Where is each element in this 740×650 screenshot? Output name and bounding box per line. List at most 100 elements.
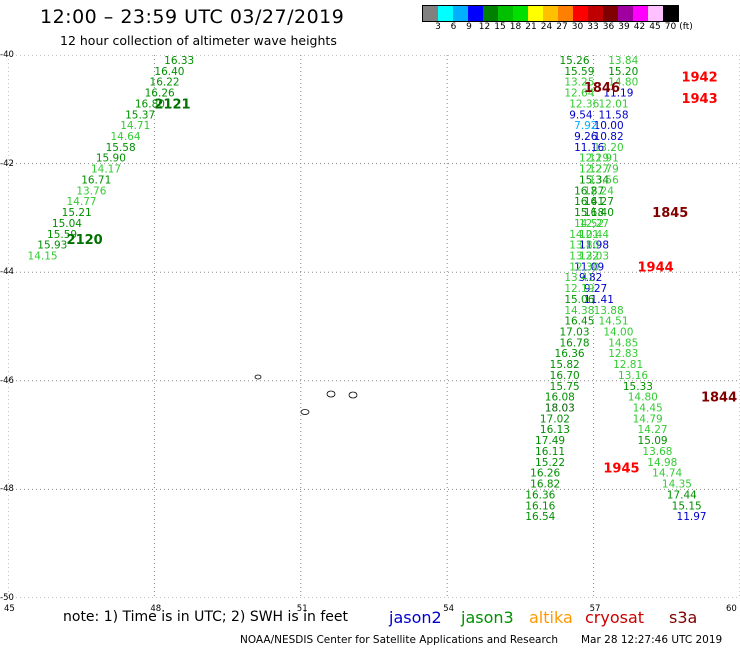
page-subtitle: 12 hour collection of altimeter wave hei… (60, 33, 337, 48)
legend-swatch (633, 6, 648, 21)
swh-observation: 16.08 (545, 392, 575, 404)
swh-observation: 11.16 (574, 142, 604, 154)
map-plot[interactable]: 16.33 16.40 16.22 16.26 16.80 15.37 14.71 14.64… (7, 54, 740, 599)
swh-observation: 16.26 (530, 468, 560, 480)
pass-time-label: 1846 (584, 81, 620, 96)
lat-tick-label: -44 (0, 267, 14, 278)
lat-tick-label: -50 (0, 593, 14, 603)
swh-observation: 13.25 (564, 77, 594, 89)
island-outline (348, 391, 358, 399)
swh-observation: 16.36 (555, 348, 585, 360)
swh-observation: 10.00 (594, 120, 624, 132)
swh-observation: 14.80 (628, 392, 658, 404)
swh-observation: 14.52 (574, 218, 604, 230)
swh-observation: 9.82 (579, 272, 602, 284)
legend-tick-label: 15 (494, 22, 506, 32)
swh-observation: 16.33 (164, 55, 194, 67)
swh-observation: 15.26 (559, 55, 589, 67)
swh-observation: 11.09 (574, 261, 604, 273)
swh-observation: 15.18 (574, 207, 604, 219)
lat-tick-label: -48 (0, 484, 14, 495)
swh-observation: 15.93 (37, 240, 67, 252)
swh-observation: 16.16 (525, 500, 555, 512)
legend-tick-label: 18 (509, 22, 522, 32)
island-outline (254, 374, 262, 380)
swh-observation: 11.98 (579, 240, 609, 252)
swh-observation: 16.11 (535, 446, 565, 458)
swh-observation: 16.40 (584, 207, 614, 219)
swh-observation: 14.77 (67, 196, 97, 208)
swh-observation: 14.17 (91, 164, 121, 176)
legend-tick-label: 36 (602, 22, 615, 32)
swh-observation: 16.22 (150, 77, 180, 89)
legend-swatch (618, 6, 633, 21)
pass-time-label: 2121 (154, 97, 190, 112)
swh-observation: 14.51 (598, 316, 628, 328)
credit-text: NOAA/NESDIS Center for Satellite Applica… (240, 634, 558, 646)
swh-observation: 10.82 (594, 131, 624, 143)
swh-observation: 13.80 (569, 240, 599, 252)
swh-observation: 14.35 (662, 479, 692, 491)
legend-swatch (468, 6, 483, 21)
color-legend (422, 5, 679, 22)
lat-tick-label: -42 (0, 158, 14, 169)
swh-observation: 15.82 (550, 359, 580, 371)
timestamp: Mar 28 12:27:46 UTC 2019 (581, 634, 723, 646)
legend-swatch (483, 6, 498, 21)
swh-observation: 15.37 (125, 109, 155, 121)
legend-tick-label: 6 (450, 22, 457, 32)
lon-tick-label: 54 (443, 604, 455, 614)
swh-observation: 15.20 (608, 66, 638, 78)
swh-observation: 15.34 (579, 174, 609, 186)
swh-observation: 12.36 (569, 98, 599, 110)
swh-observation: 16.13 (540, 424, 570, 436)
swh-observation: 14.38 (564, 305, 594, 317)
legend-swatch (543, 6, 558, 21)
swh-observation: 17.02 (540, 413, 570, 425)
pass-time-label: 2120 (67, 233, 103, 248)
swh-observation: 14.45 (633, 403, 663, 415)
swh-observation: 14.80 (608, 77, 638, 89)
pass-time-label: 1844 (701, 391, 737, 406)
swh-observation: 13.32 (569, 250, 599, 262)
swh-observation: 7.92 (574, 120, 597, 132)
satellite-cryosat: cryosat (585, 608, 645, 627)
pass-time-label: 1944 (638, 260, 674, 275)
swh-observation: 16.87 (574, 185, 604, 197)
lon-tick-label: 48 (150, 604, 162, 614)
swh-observation: 11.41 (584, 294, 614, 306)
legend-swatch (438, 6, 453, 21)
swh-observation: 15.21 (62, 207, 92, 219)
pass-time-label: 1943 (681, 92, 717, 107)
swh-observation: 17.44 (667, 489, 697, 501)
swh-observation: 16.27 (584, 196, 614, 208)
swh-observation: 15.09 (638, 435, 668, 447)
swh-observation: 15.22 (535, 457, 565, 469)
swh-observation: 16.36 (525, 489, 555, 501)
map-canvas: 16.3316.4016.2216.2616.8015.3714.7114.64… (7, 54, 740, 599)
swh-observation: 12.27 (579, 164, 609, 176)
swh-observation: 12.01 (598, 98, 628, 110)
swh-observation: 12.79 (589, 164, 619, 176)
swh-observation: 9.27 (584, 283, 607, 295)
legend-tick-label: 21 (525, 22, 537, 32)
swh-observation: 16.45 (564, 316, 594, 328)
legend-swatch (573, 6, 588, 21)
swh-observation: 12.03 (579, 250, 609, 262)
swh-observation: 17.49 (535, 435, 565, 447)
swh-observation: 13.88 (594, 305, 624, 317)
swh-observation: 11.97 (677, 511, 707, 523)
legend-unit: (ft) (679, 22, 693, 32)
satellite-jason2: jason2 (389, 608, 442, 627)
island-outline (326, 390, 336, 398)
swh-observation: 11.58 (598, 109, 628, 121)
swh-observation: 13.20 (594, 142, 624, 154)
legend-tick-label: 3 (435, 22, 441, 32)
legend-swatch (423, 6, 438, 21)
satellite-s3a: s3a (669, 608, 698, 627)
legend-swatch (648, 6, 663, 21)
swh-observation: 14.98 (647, 457, 677, 469)
legend-tick-label: 45 (649, 22, 661, 32)
swh-observation: 12.83 (608, 348, 638, 360)
legend-swatch (528, 6, 543, 21)
